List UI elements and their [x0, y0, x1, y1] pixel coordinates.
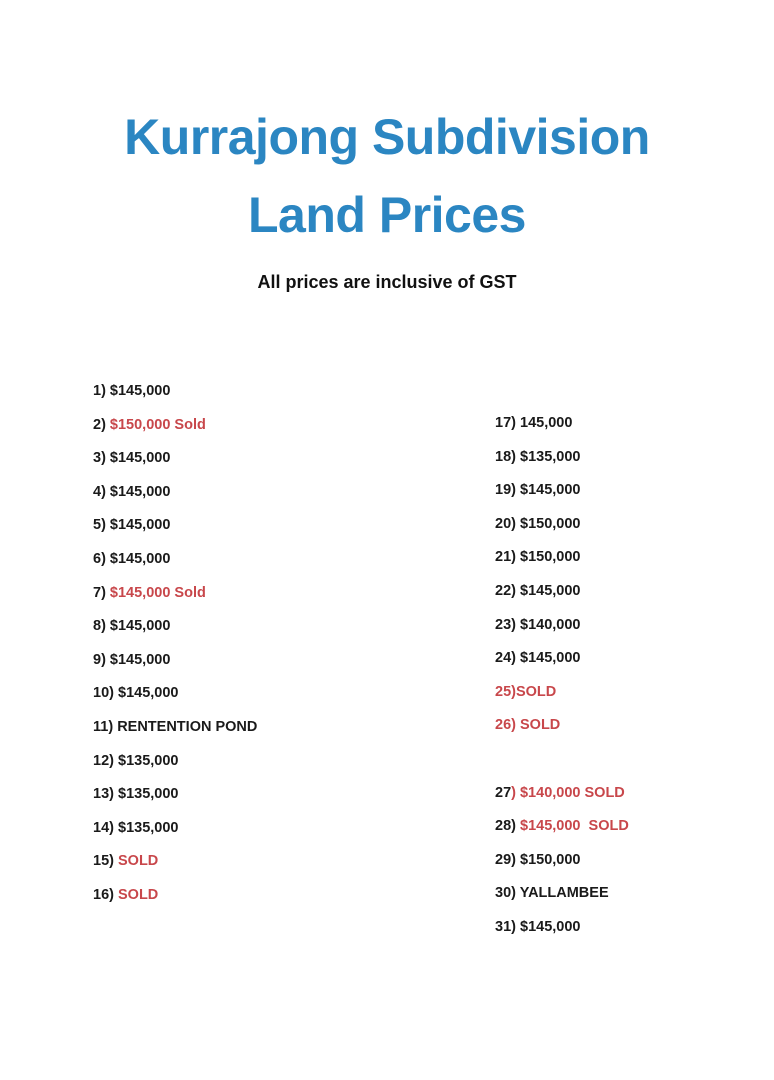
- lot-item: 13) $135,000: [93, 786, 257, 820]
- lot-number: 12): [93, 752, 118, 769]
- lot-price: SOLD: [515, 683, 557, 700]
- lot-price: $140,000: [520, 616, 581, 633]
- lot-number: 16): [93, 886, 118, 903]
- lot-number: 6): [93, 550, 110, 567]
- lot-number: 10): [93, 685, 118, 702]
- lot-item: 25)SOLD: [495, 684, 629, 718]
- lot-item: 3) $145,000: [93, 450, 257, 484]
- lot-number: 18): [495, 448, 520, 465]
- lot-item: 31) $145,000: [495, 919, 629, 953]
- lot-number: 30): [495, 885, 520, 902]
- right-lot-list: 17) 145,000 18) $135,000 19) $145,000 20) $…: [495, 415, 629, 953]
- lot-number: 9): [93, 651, 110, 668]
- lot-price: SOLD: [118, 853, 159, 870]
- lot-number: 17): [495, 415, 520, 431]
- lot-item: 29) $150,000: [495, 852, 629, 886]
- left-lot-list: 1) $145,000 2) $150,000 Sold 3) $145,000 4)…: [93, 383, 257, 921]
- lot-item: 4) $145,000: [93, 484, 257, 518]
- lot-price: $135,000: [118, 752, 179, 769]
- lot-price: 145,000: [520, 415, 573, 431]
- lot-number: 8): [93, 618, 110, 635]
- lot-price: $145,000: [520, 482, 581, 499]
- lot-price: $135,000: [118, 819, 179, 836]
- lot-item: 19) $145,000: [495, 482, 629, 516]
- lot-item: 1) $145,000: [93, 383, 257, 417]
- lot-number: 21): [495, 549, 520, 566]
- lot-price: RENTENTION POND: [117, 718, 258, 735]
- lot-price: $145,000: [109, 618, 171, 635]
- lot-item: 28) $145,000 SOLD: [495, 818, 629, 852]
- lot-item: 27) $140,000 SOLD: [495, 785, 629, 819]
- lot-item: 22) $145,000: [495, 583, 629, 617]
- lot-number: 3): [93, 450, 110, 467]
- lot-price: $145,000: [520, 650, 581, 667]
- subtitle: All prices are inclusive of GST: [257, 272, 517, 292]
- lot-number: 7): [93, 584, 110, 601]
- lot-price: $145,000: [520, 582, 581, 599]
- lot-item: 7) $145,000 Sold: [93, 585, 257, 619]
- lot-item: 23) $140,000: [495, 617, 629, 651]
- lot-item: 21) $150,000: [495, 549, 629, 583]
- lot-price: $150,000: [520, 851, 581, 868]
- lot-item: 16) SOLD: [93, 887, 257, 921]
- lot-number: 27: [495, 784, 512, 801]
- lot-number: 29): [495, 851, 520, 868]
- lot-number: 11): [93, 718, 118, 735]
- lot-number: 31): [495, 918, 520, 935]
- lot-price: YALLAMBEE: [519, 885, 609, 902]
- lot-item: 9) $145,000: [93, 652, 257, 686]
- lot-price: $145,000: [109, 550, 171, 567]
- lot-item: 26) SOLD: [495, 717, 629, 751]
- lot-item: 17) 145,000: [495, 415, 629, 449]
- lot-number: 25): [495, 683, 516, 700]
- lot-item: 15) SOLD: [93, 853, 257, 887]
- lot-price: $145,000: [109, 483, 171, 500]
- lot-item: 12) $135,000: [93, 753, 257, 787]
- lot-number: 13): [93, 786, 118, 803]
- lot-price: $145,000: [109, 450, 171, 467]
- lot-item: 20) $150,000: [495, 516, 629, 550]
- lot-price: SOLD: [520, 717, 561, 734]
- lot-number: 2): [93, 416, 110, 433]
- lot-number: 24): [495, 650, 520, 667]
- lot-number: 14): [93, 819, 118, 836]
- lot-item: 8) $145,000: [93, 618, 257, 652]
- lot-price: $150,000 Sold: [109, 416, 206, 433]
- title-line-1: Kurrajong Subdivision: [124, 109, 650, 165]
- lot-item: 14) $135,000: [93, 820, 257, 854]
- lot-number: 5): [93, 517, 110, 534]
- lot-price: $135,000: [520, 448, 581, 465]
- lot-price: $145,000: [109, 517, 171, 534]
- lot-item: 5) $145,000: [93, 517, 257, 551]
- lot-item: 11) RENTENTION POND: [93, 719, 257, 753]
- lot-price: $145,000 SOLD: [520, 818, 629, 835]
- lot-number: 23): [495, 616, 520, 633]
- lot-item: 30) YALLAMBEE: [495, 885, 629, 919]
- lot-number: 28): [495, 818, 520, 835]
- lot-number: 22): [495, 582, 520, 599]
- lot-number: 1): [93, 383, 110, 399]
- lot-item: 10) $145,000: [93, 685, 257, 719]
- lot-price: $145,000 Sold: [109, 584, 206, 601]
- lot-price: $145,000: [118, 685, 179, 702]
- lot-number: 20): [495, 515, 520, 532]
- list-spacer: [495, 751, 629, 785]
- lot-item: 6) $145,000: [93, 551, 257, 585]
- lot-number: 15): [93, 853, 118, 870]
- title-line-2: Land Prices: [248, 187, 526, 243]
- lot-item: 18) $135,000: [495, 449, 629, 483]
- lot-price: SOLD: [118, 886, 159, 903]
- lot-number: 4): [93, 483, 110, 500]
- lot-price: $145,000: [109, 651, 171, 668]
- lot-price: ) $140,000 SOLD: [511, 784, 625, 801]
- lot-price: $150,000: [520, 515, 581, 532]
- lot-price: $145,000: [520, 918, 581, 935]
- lot-number: 26): [495, 717, 520, 734]
- lot-item: 2) $150,000 Sold: [93, 417, 257, 451]
- lot-price: $145,000: [109, 383, 171, 399]
- lot-price: $135,000: [118, 786, 179, 803]
- lot-number: 19): [495, 482, 520, 499]
- lot-price: $150,000: [520, 549, 581, 566]
- lot-item: 24) $145,000: [495, 650, 629, 684]
